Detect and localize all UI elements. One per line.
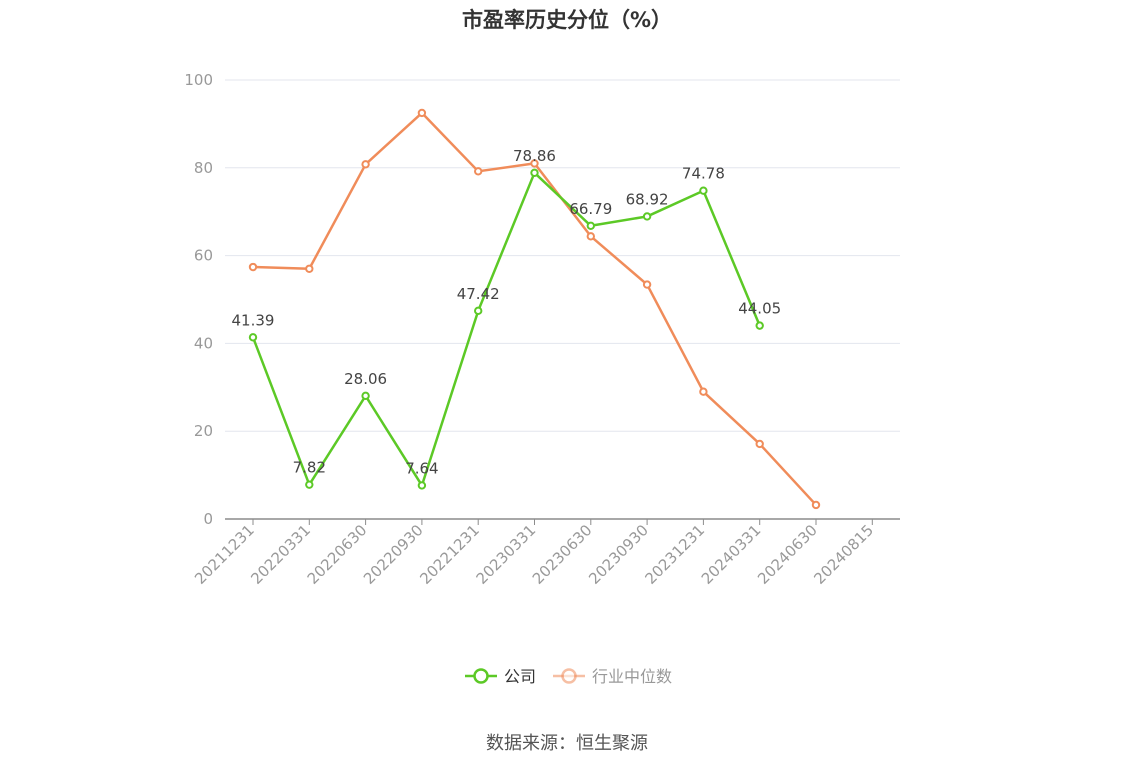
x-tick-label: 20221231	[416, 521, 483, 588]
data-point[interactable]	[755, 439, 764, 449]
data-point[interactable]	[417, 481, 427, 490]
x-tick-label: 20211231	[191, 521, 258, 588]
data-point[interactable]	[248, 262, 258, 272]
x-tick-label: 20230630	[529, 521, 596, 588]
y-axis: 0 20 40 60 80 100	[184, 71, 213, 528]
x-tick-label: 20220930	[360, 521, 427, 588]
x-tick-label: 20230331	[473, 521, 540, 588]
data-label: 44.05	[738, 300, 781, 318]
data-label: 7.64	[405, 459, 438, 477]
data-point[interactable]	[474, 306, 483, 316]
data-point[interactable]	[361, 391, 370, 401]
data-point[interactable]	[699, 387, 708, 396]
data-label: 78.86	[513, 147, 556, 165]
source-note: 数据来源：恒生聚源	[486, 733, 648, 754]
data-point[interactable]	[248, 333, 258, 342]
data-point[interactable]	[699, 186, 708, 195]
y-tick-label: 0	[203, 510, 213, 528]
y-tick-label: 60	[194, 247, 213, 265]
data-labels: 41.39 7.82 28.06 7.64 47.42 78.86 66.79 68.92 74…	[232, 147, 782, 478]
data-point[interactable]	[474, 167, 483, 176]
y-tick-label: 100	[184, 71, 213, 89]
y-tick-label: 80	[194, 159, 213, 177]
legend[interactable]: 公司 行业中位数	[465, 667, 672, 686]
data-point[interactable]	[305, 264, 314, 273]
legend-label: 公司	[504, 667, 536, 686]
data-point[interactable]	[586, 221, 595, 230]
x-axis: 2021123120220331202206302022093020221231…	[191, 518, 900, 588]
data-point[interactable]	[530, 159, 539, 168]
chart-title: 市盈率历史分位（%）	[461, 8, 673, 32]
data-point[interactable]	[811, 500, 821, 510]
data-point[interactable]	[642, 212, 652, 221]
data-point[interactable]	[305, 480, 314, 489]
grid-lines	[225, 79, 900, 432]
legend-item[interactable]: 公司	[465, 667, 536, 686]
data-point[interactable]	[417, 108, 427, 118]
y-tick-label: 20	[194, 422, 213, 440]
legend-swatch-marker	[561, 668, 577, 684]
series-line	[251, 171, 761, 487]
data-label: 74.78	[682, 165, 725, 183]
legend-label: 行业中位数	[592, 667, 672, 686]
legend-item[interactable]: 行业中位数	[553, 667, 672, 686]
x-tick-label: 20230930	[585, 521, 652, 588]
data-point[interactable]	[755, 321, 764, 330]
data-point[interactable]	[530, 168, 539, 178]
data-label: 28.06	[344, 370, 387, 388]
y-tick-label: 40	[194, 334, 213, 352]
series-lines	[248, 108, 821, 510]
data-point[interactable]	[361, 160, 370, 169]
data-point[interactable]	[586, 232, 595, 241]
x-tick-label: 20240331	[698, 521, 765, 588]
x-tick-label: 20231231	[642, 521, 709, 588]
x-tick-label: 20220331	[247, 521, 314, 588]
x-tick-label: 20240815	[810, 521, 877, 588]
data-point[interactable]	[642, 280, 652, 289]
x-tick-label: 20220630	[304, 521, 371, 588]
x-tick-label: 20240630	[754, 521, 821, 588]
data-label: 68.92	[626, 190, 669, 208]
legend-swatch-marker	[473, 668, 489, 684]
data-label: 47.42	[457, 285, 500, 303]
data-label: 41.39	[232, 311, 275, 329]
data-label: 7.82	[293, 459, 326, 477]
data-label: 66.79	[569, 200, 612, 218]
